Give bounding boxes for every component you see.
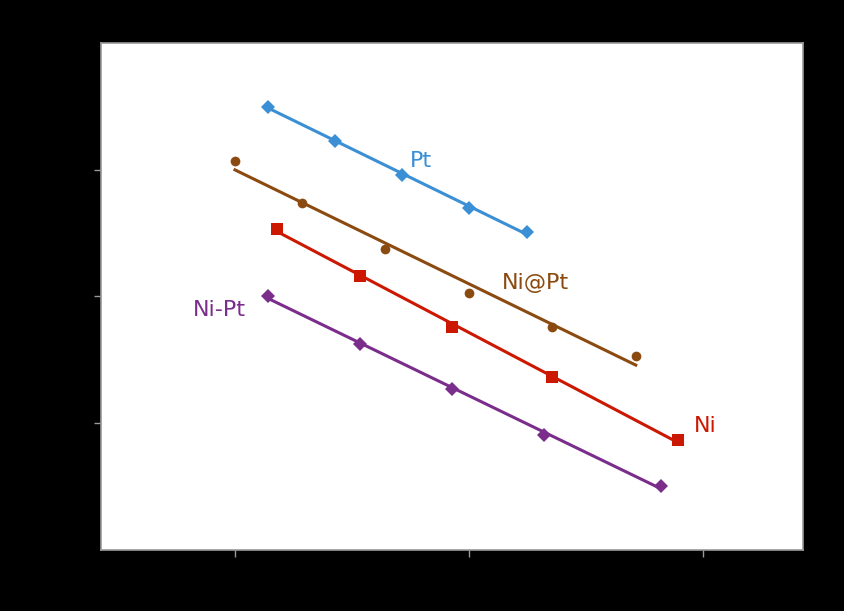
Text: Pt: Pt	[410, 151, 432, 171]
Text: Ni: Ni	[694, 417, 716, 436]
Text: Ni-Pt: Ni-Pt	[193, 300, 246, 320]
Text: Ni@Pt: Ni@Pt	[501, 273, 569, 293]
